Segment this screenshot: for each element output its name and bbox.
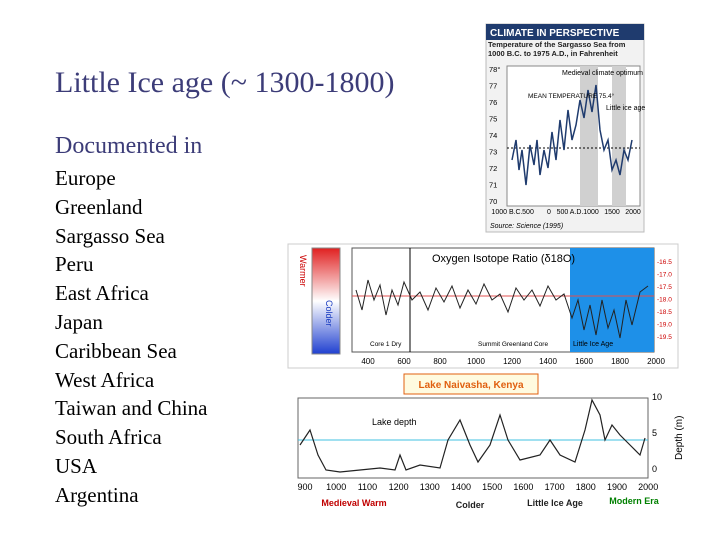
core1-label: Core 1 Dry bbox=[370, 341, 402, 348]
era-label: Colder bbox=[456, 500, 485, 510]
x-tick-label: 1000 bbox=[467, 357, 485, 366]
y-tick-label: 70 bbox=[489, 197, 497, 206]
lia-label: Little Ice Age bbox=[573, 341, 613, 348]
sargasso-caption-box: Temperature of the Sargasso Sea from 100… bbox=[488, 40, 626, 58]
x-tick-label: 1100 bbox=[358, 482, 377, 492]
sargasso-header: CLIMATE IN PERSPECTIVE bbox=[490, 28, 620, 39]
region-item: South Africa bbox=[55, 425, 162, 450]
y-tick-label: 76 bbox=[489, 98, 497, 107]
lake-title: Lake Naivasha, Kenya bbox=[418, 380, 523, 391]
x-tick-label: 1300 bbox=[420, 482, 440, 492]
x-tick-label: 1200 bbox=[503, 357, 521, 366]
region-item: USA bbox=[55, 453, 98, 478]
x-tick-label: 1400 bbox=[539, 357, 557, 366]
x-tick-label: 400 bbox=[361, 357, 375, 366]
x-tick-label: 1600 bbox=[575, 357, 593, 366]
x-tick-label: 1000 B.C. bbox=[491, 209, 522, 216]
sargasso-header-bar bbox=[486, 24, 644, 40]
y-tick-label: 74 bbox=[489, 131, 497, 140]
region-item: Argentina bbox=[55, 482, 139, 507]
region-item: Greenland bbox=[55, 194, 143, 219]
sargasso-curve bbox=[511, 84, 633, 186]
x-tick-label: 600 bbox=[397, 357, 411, 366]
y-tick-label: 73 bbox=[489, 148, 497, 157]
y-tick-label: 78° bbox=[489, 65, 500, 74]
x-tick-label: 1000 bbox=[583, 209, 599, 216]
y-tick-label: -17.0 bbox=[657, 272, 672, 279]
x-tick-label: 1500 bbox=[482, 482, 502, 492]
isotope-curve bbox=[355, 279, 649, 339]
era-label: Medieval Warm bbox=[321, 498, 386, 508]
y-tick-label: -17.5 bbox=[657, 284, 672, 291]
cold-label: Colder bbox=[324, 300, 334, 327]
sargasso-caption: Temperature of the Sargasso Sea from 100… bbox=[488, 40, 626, 58]
isotope-title: Oxygen Isotope Ratio (δ18O) bbox=[432, 253, 575, 265]
region-item: Sargasso Sea bbox=[55, 223, 165, 248]
region-item: Peru bbox=[55, 252, 94, 277]
x-tick-label: 1800 bbox=[576, 482, 596, 492]
x-tick-label: 500 bbox=[522, 209, 534, 216]
x-tick-label: 2000 bbox=[625, 209, 641, 216]
region-item: Caribbean Sea bbox=[55, 338, 177, 363]
y-tick-label: 10 bbox=[652, 392, 662, 402]
era-label: Little Ice Age bbox=[527, 498, 583, 508]
y-tick-label: 77 bbox=[489, 82, 497, 91]
sargasso-source: Source: Science (1995) bbox=[490, 223, 563, 230]
region-list: Europe Greenland Sargasso Sea Peru East Afri… bbox=[55, 164, 208, 510]
x-tick-label: 900 bbox=[297, 482, 312, 492]
mean-label: MEAN TEMPERATURE 75.4° bbox=[528, 92, 615, 100]
y-tick-label: 71 bbox=[489, 181, 497, 190]
region-item: East Africa bbox=[55, 281, 149, 306]
y-tick-label: -18.0 bbox=[657, 297, 672, 304]
ice-band bbox=[612, 66, 626, 206]
x-tick-label: 1700 bbox=[545, 482, 565, 492]
lia-band bbox=[570, 248, 654, 352]
x-tick-label: 1900 bbox=[607, 482, 627, 492]
region-item: Europe bbox=[55, 166, 116, 190]
x-tick-label: 800 bbox=[433, 357, 447, 366]
y-tick-label: 72 bbox=[489, 164, 497, 173]
region-item: Taiwan and China bbox=[55, 396, 208, 421]
ice-label: Little ice age bbox=[606, 105, 645, 112]
slide-title: Little Ice age (~ 1300-1800) bbox=[55, 66, 395, 99]
core2-label: Summit Greenland Core bbox=[478, 341, 548, 348]
region-item: Japan bbox=[55, 309, 103, 334]
x-tick-label: 1000 bbox=[326, 482, 346, 492]
x-tick-label: 1500 bbox=[604, 209, 620, 216]
lake-plot bbox=[297, 397, 649, 479]
y-tick-label: -19.0 bbox=[657, 322, 672, 329]
lake-series-label: Lake depth bbox=[372, 417, 417, 427]
y-tick-label: 0 bbox=[652, 464, 657, 474]
x-tick-label: 500 A.D. bbox=[557, 209, 584, 216]
warm-label: Warmer bbox=[298, 255, 308, 287]
x-tick-label: 1800 bbox=[611, 357, 629, 366]
region-item: West Africa bbox=[55, 367, 155, 392]
temperature-scale bbox=[311, 247, 341, 355]
y-tick-label: -18.5 bbox=[657, 309, 672, 316]
y-tick-label: -16.5 bbox=[657, 259, 672, 266]
y-tick-label: 75 bbox=[489, 115, 497, 124]
era-label: Modern Era bbox=[609, 496, 660, 506]
lake-curve bbox=[299, 398, 646, 473]
lake-title-box bbox=[403, 373, 539, 395]
lake-axis-title: Depth (m) bbox=[674, 416, 685, 460]
y-tick-label: 5 bbox=[652, 428, 657, 438]
optimum-label: Medieval climate optimum bbox=[562, 70, 643, 77]
x-tick-label: 2000 bbox=[647, 357, 665, 366]
x-tick-label: 1600 bbox=[513, 482, 533, 492]
x-tick-label: 1400 bbox=[451, 482, 471, 492]
x-tick-label: 2000 bbox=[638, 482, 658, 492]
y-tick-label: -19.5 bbox=[657, 334, 672, 341]
x-tick-label: 0 bbox=[547, 209, 551, 216]
x-tick-label: 1200 bbox=[389, 482, 409, 492]
slide-subtitle: Documented in bbox=[55, 133, 203, 159]
